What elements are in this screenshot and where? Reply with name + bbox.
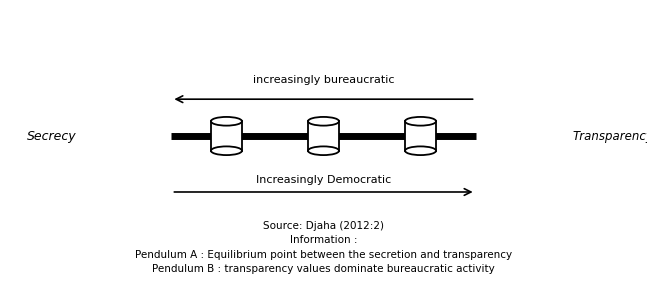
Text: Secrecy: Secrecy (27, 130, 76, 142)
Text: Territory contention bureaucracy value
(secretion) and democracy (Transparency: Territory contention bureaucracy value (… (101, 17, 378, 45)
Ellipse shape (211, 146, 242, 155)
Text: Transparency Value: Transparency Value (501, 25, 631, 38)
Text: increasingly bureaucratic: increasingly bureaucratic (253, 75, 394, 85)
Bar (405, 121, 436, 151)
Text: Source: Djaha (2012:2)
Information :
Pendulum A : Equilibrium point between the : Source: Djaha (2012:2) Information : Pen… (135, 221, 512, 274)
Ellipse shape (405, 117, 436, 126)
Bar (308, 121, 339, 151)
Ellipse shape (308, 146, 339, 155)
Ellipse shape (211, 117, 242, 126)
Bar (211, 121, 242, 151)
Text: Increasingly Democratic: Increasingly Democratic (256, 175, 391, 185)
Ellipse shape (405, 146, 436, 155)
Text: Transparency & Accesibility: Transparency & Accesibility (573, 130, 647, 142)
Text: Secretion/Estoric
Value: Secretion/Estoric Value (10, 17, 123, 45)
Ellipse shape (308, 117, 339, 126)
